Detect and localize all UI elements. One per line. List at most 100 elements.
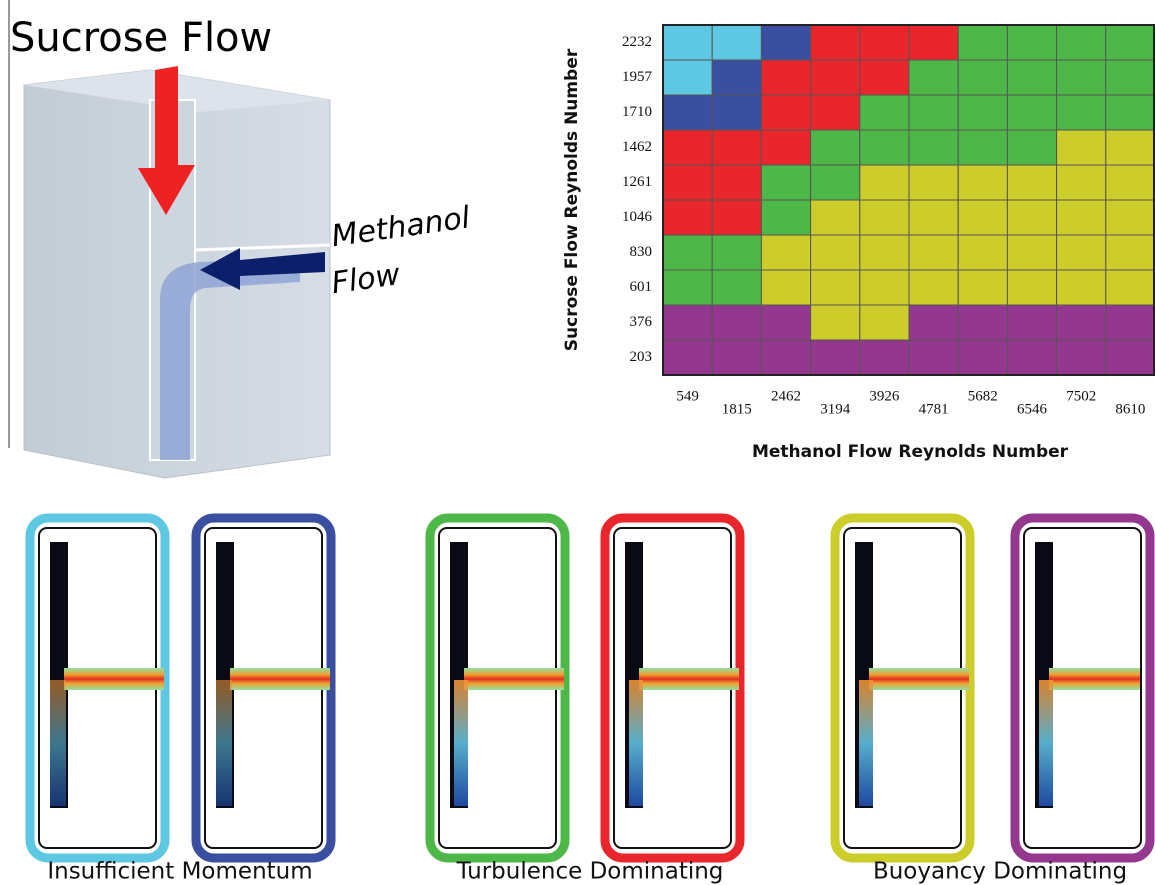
cell <box>663 60 712 95</box>
cell <box>958 305 1007 340</box>
cell <box>958 25 1007 60</box>
snapshot-plume <box>216 680 232 806</box>
cell <box>1106 95 1155 130</box>
snapshot-jet <box>464 668 564 690</box>
snapshot-plume <box>629 680 643 806</box>
cell <box>811 305 860 340</box>
cell <box>811 130 860 165</box>
y-tick-label: 2232 <box>622 34 652 50</box>
cell <box>860 235 909 270</box>
cell <box>761 60 810 95</box>
legend-label: Buoyancy Dominating <box>873 859 1127 885</box>
x-tick-label: 4781 <box>919 401 949 417</box>
cell <box>909 130 958 165</box>
cell <box>663 200 712 235</box>
snapshot-plume <box>859 680 873 806</box>
y-tick-label: 1462 <box>622 139 652 155</box>
cell <box>761 130 810 165</box>
cell <box>663 130 712 165</box>
cell <box>1106 25 1155 60</box>
cell <box>909 95 958 130</box>
cell <box>958 95 1007 130</box>
annotation: Flow <box>329 257 402 301</box>
cell <box>811 235 860 270</box>
legend: Insufficient Momentum Turbulence Dominati… <box>30 518 1150 885</box>
cell <box>761 305 810 340</box>
cell <box>1057 95 1106 130</box>
y-tick-label: 1710 <box>622 104 652 120</box>
cell <box>958 165 1007 200</box>
cell <box>761 270 810 305</box>
cell <box>1057 200 1106 235</box>
cell <box>909 340 958 375</box>
cell <box>860 95 909 130</box>
cell <box>712 25 761 60</box>
cell <box>909 200 958 235</box>
cell <box>958 200 1007 235</box>
cell <box>811 270 860 305</box>
x-tick-label: 2462 <box>771 388 801 404</box>
cell <box>1007 95 1056 130</box>
cell <box>909 165 958 200</box>
cell <box>958 60 1007 95</box>
cell <box>761 165 810 200</box>
cell <box>1057 305 1106 340</box>
cell <box>761 200 810 235</box>
cell <box>712 95 761 130</box>
cell <box>860 270 909 305</box>
cell <box>958 130 1007 165</box>
x-tick-label: 3194 <box>820 401 851 417</box>
cell <box>712 340 761 375</box>
cell <box>1007 25 1056 60</box>
x-axis-title: Methanol Flow Reynolds Number <box>752 442 1069 462</box>
cell <box>860 25 909 60</box>
cell <box>811 165 860 200</box>
cell <box>1007 305 1056 340</box>
cell <box>1057 60 1106 95</box>
cell <box>1106 60 1155 95</box>
y-tick-label: 601 <box>630 279 653 295</box>
snapshot-jet <box>64 668 164 690</box>
cell <box>860 60 909 95</box>
y-tick-label: 830 <box>630 244 653 260</box>
cell <box>860 305 909 340</box>
cell <box>663 235 712 270</box>
annotation: Sucrose Flow <box>10 15 272 61</box>
legend-label: Insufficient Momentum <box>47 859 312 885</box>
x-tick-label: 8610 <box>1115 401 1145 417</box>
cell <box>712 165 761 200</box>
cell <box>1106 200 1155 235</box>
cell <box>811 200 860 235</box>
x-tick-label: 3926 <box>869 388 900 404</box>
cell <box>958 235 1007 270</box>
x-tick-label: 7502 <box>1066 388 1096 404</box>
cell <box>1106 270 1155 305</box>
legend-label: Turbulence Dominating <box>456 859 724 885</box>
cell <box>1007 340 1056 375</box>
cell <box>663 165 712 200</box>
y-tick-label: 1957 <box>622 69 653 85</box>
cell <box>663 305 712 340</box>
cell <box>1007 165 1056 200</box>
cell <box>1057 340 1106 375</box>
snapshot-plume <box>1039 680 1053 806</box>
x-tick-label: 1815 <box>722 401 752 417</box>
cell <box>1057 130 1106 165</box>
figure: Sucrose Flow Methanol Flow Methanol Flow… <box>0 0 1155 885</box>
cell <box>811 60 860 95</box>
cell <box>712 60 761 95</box>
cell <box>860 340 909 375</box>
cell <box>860 200 909 235</box>
cell <box>1007 235 1056 270</box>
cell <box>909 60 958 95</box>
x-tick-label: 6546 <box>1017 401 1048 417</box>
snapshot-plume <box>454 680 468 806</box>
cell <box>958 270 1007 305</box>
cell <box>663 95 712 130</box>
cell <box>761 95 810 130</box>
snapshot-jet <box>869 668 969 690</box>
cell <box>712 270 761 305</box>
cell <box>712 305 761 340</box>
cell <box>761 340 810 375</box>
cell <box>761 235 810 270</box>
